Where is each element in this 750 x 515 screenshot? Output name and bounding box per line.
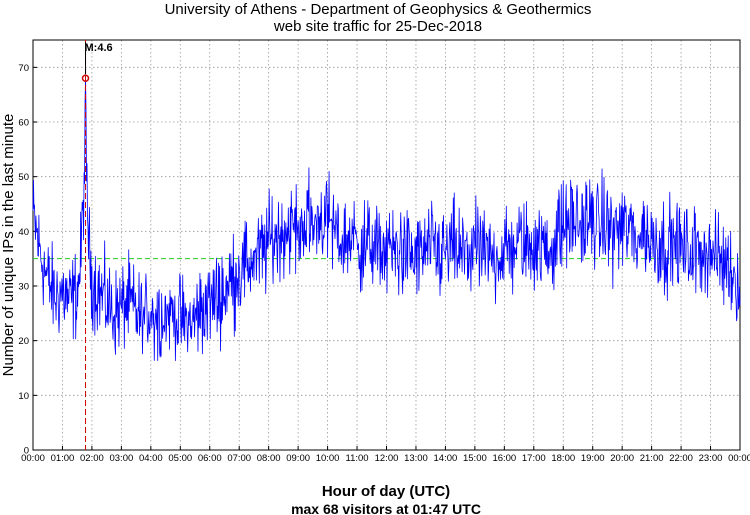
max-marker-label: M:4.6 [85,42,113,54]
x-tick-label: 05:00 [168,453,192,464]
x-tick-label: 09:00 [286,453,310,464]
series-layer [32,77,741,362]
x-tick-label: 15:00 [463,453,487,464]
x-tick-label: 14:00 [434,453,458,464]
chart-subtitle: max 68 visitors at 01:47 UTC [291,501,481,515]
x-tick-label: 02:00 [80,453,104,464]
chart-title-line2: web site traffic for 25-Dec-2018 [273,18,482,35]
y-axis-label: Number of unique IPs in the last minute [0,114,17,377]
x-tick-label: 00:00 [21,453,45,464]
x-tick-label: 07:00 [227,453,251,464]
y-tick-label: 10 [18,391,29,402]
y-tick-label: 30 [18,282,29,293]
x-axis-ticks: 00:00 01:00 02:00 03:00 04:00 05:00 06:00 07:00… [21,446,750,464]
x-tick-label: 01:00 [51,453,75,464]
y-tick-label: 70 [18,63,29,74]
x-tick-label: 18:00 [551,453,575,464]
x-tick-label: 10:00 [316,453,340,464]
x-tick-label: 21:00 [640,453,664,464]
chart-title-line1: University of Athens - Department of Geo… [165,1,592,18]
x-tick-label: 11:00 [346,453,369,464]
x-tick-label: 23:00 [699,453,723,464]
x-tick-label: 00:00 [728,453,750,464]
x-axis-label: Hour of day (UTC) [322,483,450,500]
y-tick-label: 0 [24,446,29,457]
y-tick-label: 20 [18,336,29,347]
y-axis-ticks: 0 10 20 30 40 50 60 70 [18,63,37,457]
x-tick-label: 22:00 [669,453,693,464]
x-tick-label: 08:00 [257,453,281,464]
x-tick-label: 16:00 [492,453,516,464]
y-tick-label: 60 [18,118,29,129]
x-tick-label: 12:00 [375,453,399,464]
x-tick-label: 17:00 [522,453,546,464]
x-tick-label: 13:00 [404,453,428,464]
traffic-series-line [32,77,741,362]
x-tick-label: 03:00 [109,453,133,464]
x-tick-label: 04:00 [139,453,163,464]
y-tick-label: 40 [18,227,29,238]
x-tick-label: 06:00 [198,453,222,464]
x-tick-label: 19:00 [581,453,605,464]
max-marker-layer: M:4.6 [81,40,113,450]
max-marker-point [81,74,90,83]
x-tick-label: 20:00 [610,453,634,464]
y-tick-label: 50 [18,172,29,183]
